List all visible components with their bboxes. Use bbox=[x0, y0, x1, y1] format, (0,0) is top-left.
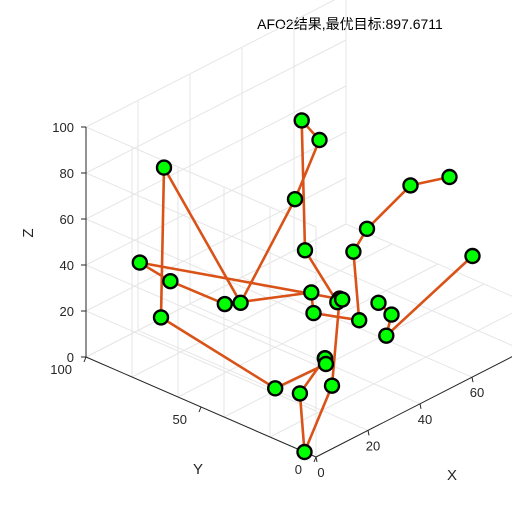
gridline-z-back-wall bbox=[85, 85, 347, 220]
data-point bbox=[303, 284, 320, 301]
x-tick-mark bbox=[471, 377, 474, 383]
y-axis-label: Y bbox=[193, 461, 203, 478]
data-point bbox=[216, 295, 234, 313]
z-tick-label: 60 bbox=[60, 212, 74, 227]
gridline-z-side-wall bbox=[85, 310, 317, 412]
z-tick-label: 40 bbox=[60, 258, 74, 273]
data-point bbox=[402, 177, 419, 194]
data-point bbox=[291, 385, 309, 402]
x-tick-mark bbox=[419, 403, 422, 409]
y-tick-label: 100 bbox=[50, 362, 72, 377]
data-point bbox=[293, 112, 310, 129]
y-tick-mark bbox=[313, 456, 317, 463]
data-point bbox=[155, 159, 173, 176]
gridline-z-side-wall bbox=[85, 172, 317, 274]
gridline-y-floor bbox=[131, 243, 393, 378]
data-point bbox=[345, 243, 362, 260]
data-point bbox=[131, 254, 149, 271]
series-line-2 bbox=[377, 254, 474, 338]
data-point bbox=[358, 220, 376, 238]
x-tick-label: 0 bbox=[317, 465, 324, 480]
data-point bbox=[286, 190, 304, 208]
gridline-y-floor bbox=[223, 283, 485, 418]
data-point bbox=[441, 168, 458, 186]
data-point bbox=[267, 380, 284, 397]
data-point bbox=[334, 291, 351, 308]
gridline-x-floor bbox=[137, 329, 369, 431]
y-tick-label: 0 bbox=[295, 462, 302, 477]
data-point bbox=[351, 312, 368, 329]
x-tick-label: 20 bbox=[366, 438, 380, 453]
gridline-x-floor bbox=[189, 303, 421, 405]
data-point bbox=[152, 309, 170, 326]
data-point bbox=[323, 377, 341, 394]
data-point bbox=[317, 355, 335, 373]
z-axis-label: Z bbox=[20, 228, 37, 237]
gridline-z-back-wall bbox=[85, 0, 336, 128]
data-point bbox=[162, 273, 179, 290]
gridline-x-floor bbox=[345, 223, 512, 297]
data-point bbox=[305, 304, 322, 322]
gridline-z-back-wall bbox=[85, 39, 347, 174]
z-tick-label: 0 bbox=[67, 350, 74, 365]
data-point bbox=[296, 242, 314, 259]
data-point bbox=[383, 306, 400, 323]
x-tick-label: 40 bbox=[418, 412, 432, 427]
data-point bbox=[296, 443, 313, 461]
data-point bbox=[311, 131, 328, 149]
z-tick-label: 100 bbox=[52, 120, 74, 135]
y-tick-label: 50 bbox=[173, 412, 187, 427]
gridline-y-floor bbox=[269, 312, 512, 438]
data-point bbox=[378, 327, 395, 344]
gridline-x-floor bbox=[293, 250, 512, 346]
data-point bbox=[232, 294, 249, 311]
x-tick-mark bbox=[367, 430, 370, 436]
data-point bbox=[464, 247, 481, 265]
chart-title: AFO2结果,最优目标:897.6711 bbox=[257, 16, 443, 32]
y-tick-mark bbox=[198, 406, 202, 413]
z-tick-label: 80 bbox=[60, 166, 74, 181]
gridline-z-side-wall bbox=[85, 126, 317, 228]
gridline-y-floor bbox=[177, 263, 439, 398]
data-point bbox=[370, 294, 387, 312]
y-tick-mark bbox=[83, 356, 87, 363]
z-tick-label: 20 bbox=[60, 304, 74, 319]
x-tick-label: 60 bbox=[470, 385, 484, 400]
x-axis-line bbox=[315, 356, 512, 458]
gridline-z-side-wall bbox=[85, 264, 317, 366]
x-axis-label: X bbox=[447, 467, 457, 484]
